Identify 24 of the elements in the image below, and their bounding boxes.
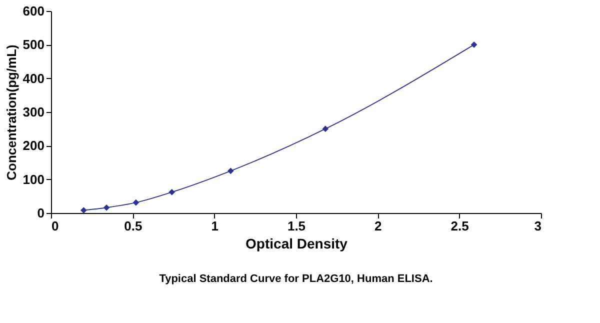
x-tick-label: 1.5 (287, 218, 306, 234)
y-tick-label: 200 (22, 138, 44, 154)
y-tick-label: 400 (22, 70, 44, 86)
point (322, 126, 329, 132)
y-tick-label: 500 (22, 37, 44, 52)
point (80, 207, 87, 214)
x-tick-label: 3 (534, 218, 542, 234)
point (228, 168, 234, 174)
x-tick-label: 2.5 (450, 218, 469, 234)
x-tick-label: 1 (211, 218, 218, 234)
text: Typical Standard Curve for PLA2G10, Human ELISA. (159, 273, 433, 285)
point (103, 204, 110, 211)
point (470, 42, 478, 48)
point (168, 188, 176, 196)
point (132, 199, 140, 206)
y-tick-label: 300 (22, 104, 44, 120)
y-axis-title: Concentration(pg/mL) (4, 44, 19, 180)
x-tick-label: 0.5 (124, 218, 142, 234)
y-tick-label: 100 (22, 172, 44, 187)
y-tick-label: 600 (22, 4, 44, 18)
x-tick-label: 0 (52, 218, 59, 234)
y-tick-label: 0 (37, 206, 44, 220)
x-axis-title: Optical Density (246, 236, 348, 252)
x-tick-label: 2 (374, 218, 382, 234)
